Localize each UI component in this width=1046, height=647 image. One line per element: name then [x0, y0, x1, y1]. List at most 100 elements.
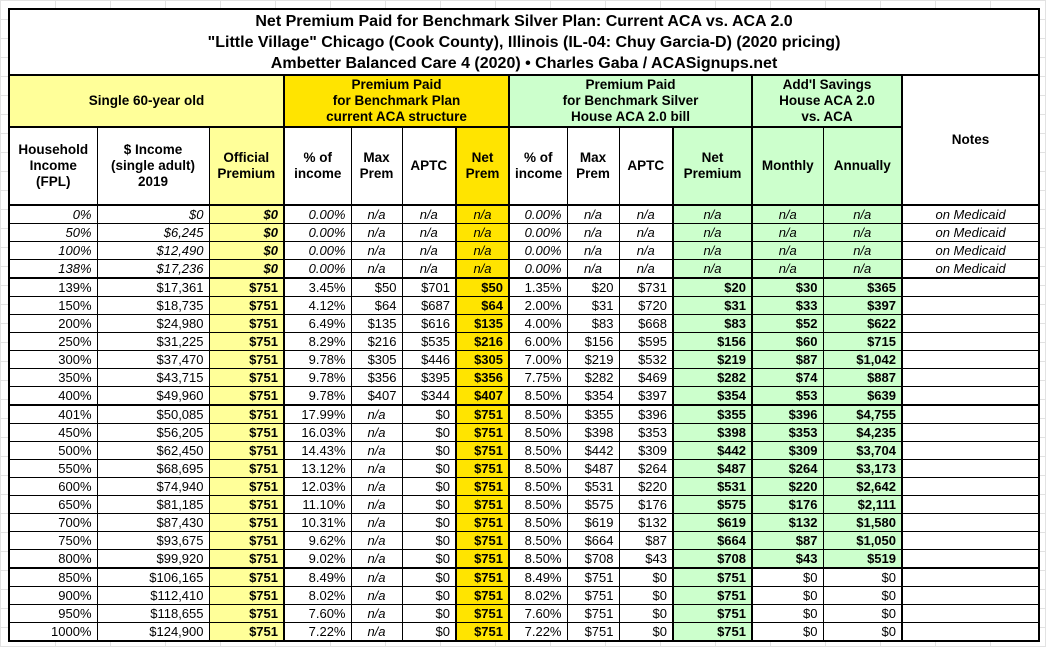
fpl-cell: 138%	[8, 259, 98, 279]
fpl-cell: 401%	[8, 404, 98, 424]
aca-aptc-cell: n/a	[401, 259, 457, 279]
official-premium-cell: $751	[208, 332, 285, 351]
aca2-pct-income-cell: 8.50%	[508, 477, 568, 496]
aca-max-prem-cell: n/a	[350, 495, 403, 514]
title-line-2: "Little Village" Chicago (Cook County), …	[207, 33, 841, 51]
aca2-max-prem-cell: $619	[566, 513, 620, 532]
official-premium-cell: $751	[208, 441, 285, 460]
col-header-savings-monthly: Monthly	[751, 126, 824, 206]
savings-annually-cell: $397	[822, 296, 903, 315]
aca-aptc-cell: $0	[401, 495, 457, 514]
savings-annually-cell: $622	[822, 314, 903, 333]
official-premium-cell: $751	[208, 604, 285, 623]
aca2-net-premium-cell: $282	[672, 368, 753, 387]
income-cell: $37,470	[96, 350, 210, 369]
col-header-aca2-net-premium: Net Premium	[672, 126, 753, 206]
aca-pct-income-cell: 0.00%	[283, 241, 352, 260]
savings-monthly-cell: $87	[751, 350, 824, 369]
income-cell: $81,185	[96, 495, 210, 514]
aca-pct-income-cell: 3.45%	[283, 277, 352, 297]
aca2-aptc-cell: $668	[618, 314, 674, 333]
fpl-cell: 250%	[8, 332, 98, 351]
savings-monthly-cell: $53	[751, 386, 824, 406]
aca-max-prem-cell: n/a	[350, 549, 403, 569]
fpl-cell: 750%	[8, 531, 98, 550]
aca2-pct-income-cell: 8.50%	[508, 549, 568, 569]
aca2-pct-income-cell: 0.00%	[508, 259, 568, 279]
aca-max-prem-cell: $64	[350, 296, 403, 315]
aca-aptc-cell: n/a	[401, 223, 457, 242]
aca2-net-premium-cell: $751	[672, 586, 753, 605]
aca2-max-prem-cell: $751	[566, 604, 620, 623]
notes-cell	[900, 314, 1040, 333]
official-premium-cell: $751	[208, 531, 285, 550]
table-row: 800% $99,920 $751 9.02% n/a $0 $751 8.50% $708 $4…	[8, 549, 1040, 569]
official-premium-cell: $751	[208, 549, 285, 569]
aca2-aptc-cell: $132	[618, 513, 674, 532]
aca2-net-premium-cell: $708	[672, 549, 753, 569]
notes-cell	[900, 368, 1040, 387]
aca2-net-premium-cell: $20	[672, 277, 753, 297]
aca-pct-income-cell: 16.03%	[283, 423, 352, 442]
table-body: 0% $0 $0 0.00% n/a n/a n/a 0.00% n/a n/a n/a n/a n/a…	[8, 204, 1040, 642]
aca2-max-prem-cell: $355	[566, 404, 620, 424]
aca-net-prem-cell: $751	[455, 459, 510, 478]
fpl-cell: 600%	[8, 477, 98, 496]
aca-aptc-cell: $0	[401, 567, 457, 587]
official-premium-cell: $751	[208, 567, 285, 587]
aca2-pct-income-cell: 7.75%	[508, 368, 568, 387]
aca2-pct-income-cell: 8.50%	[508, 404, 568, 424]
aca-pct-income-cell: 0.00%	[283, 204, 352, 224]
col-header-aca-net-prem: Net Prem	[455, 126, 510, 206]
aca-aptc-cell: $0	[401, 441, 457, 460]
income-cell: $24,980	[96, 314, 210, 333]
official-premium-cell: $751	[208, 477, 285, 496]
savings-monthly-cell: $264	[751, 459, 824, 478]
official-premium-cell: $751	[208, 386, 285, 406]
savings-annually-cell: n/a	[822, 259, 903, 279]
official-premium-cell: $751	[208, 296, 285, 315]
aca2-net-premium-cell: $531	[672, 477, 753, 496]
aca-pct-income-cell: 7.60%	[283, 604, 352, 623]
savings-monthly-cell: n/a	[751, 223, 824, 242]
aca-net-prem-cell: $751	[455, 404, 510, 424]
official-premium-cell: $751	[208, 277, 285, 297]
savings-annually-cell: $887	[822, 368, 903, 387]
savings-annually-cell: $639	[822, 386, 903, 406]
aca2-max-prem-cell: $664	[566, 531, 620, 550]
notes-cell	[900, 513, 1040, 532]
notes-cell: on Medicaid	[900, 204, 1040, 224]
table-row: 400% $49,960 $751 9.78% $407 $344 $407 8.50% $35…	[8, 386, 1040, 406]
aca-pct-income-cell: 9.78%	[283, 350, 352, 369]
aca2-max-prem-cell: $219	[566, 350, 620, 369]
aca2-aptc-cell: $0	[618, 567, 674, 587]
table-row: 50% $6,245 $0 0.00% n/a n/a n/a 0.00% n/a n/a n/a n…	[8, 223, 1040, 242]
aca-aptc-cell: $0	[401, 477, 457, 496]
fpl-cell: 350%	[8, 368, 98, 387]
aca2-aptc-cell: $0	[618, 586, 674, 605]
aca2-pct-income-cell: 6.00%	[508, 332, 568, 351]
fpl-cell: 850%	[8, 567, 98, 587]
savings-annually-cell: $0	[822, 622, 903, 642]
fpl-cell: 900%	[8, 586, 98, 605]
aca-group-header: Premium Paid for Benchmark Plan current …	[283, 74, 510, 128]
official-premium-cell: $751	[208, 513, 285, 532]
aca-pct-income-cell: 11.10%	[283, 495, 352, 514]
aca2-pct-income-cell: 4.00%	[508, 314, 568, 333]
savings-monthly-cell: n/a	[751, 204, 824, 224]
aca-pct-income-cell: 4.12%	[283, 296, 352, 315]
income-cell: $6,245	[96, 223, 210, 242]
aca2-pct-income-cell: 8.50%	[508, 513, 568, 532]
col-header-aca2-pct-income: % of income	[508, 126, 568, 206]
group-header-row: Single 60-year old Premium Paid for Benc…	[8, 74, 1040, 206]
notes-cell	[900, 386, 1040, 406]
savings-monthly-cell: $52	[751, 314, 824, 333]
fpl-cell: 0%	[8, 204, 98, 224]
aca-aptc-cell: $535	[401, 332, 457, 351]
aca2-net-premium-cell: $31	[672, 296, 753, 315]
aca2-net-premium-cell: $619	[672, 513, 753, 532]
savings-monthly-cell: $309	[751, 441, 824, 460]
savings-annually-cell: $0	[822, 586, 903, 605]
aca-aptc-cell: $616	[401, 314, 457, 333]
aca2-net-premium-cell: $83	[672, 314, 753, 333]
